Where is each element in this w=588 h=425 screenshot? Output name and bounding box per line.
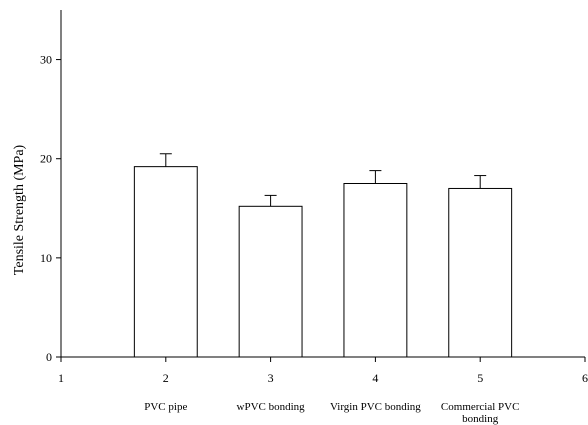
x-tick-label: 6: [582, 371, 588, 385]
y-tick-label: 0: [46, 350, 52, 364]
category-label: wPVC bonding: [237, 401, 306, 413]
bar: [238, 205, 303, 358]
x-tick-label: 4: [372, 371, 378, 385]
y-tick-label: 20: [40, 152, 52, 166]
x-axis-ticks: 1 2 3 4 5 6: [58, 357, 588, 385]
y-tick-label: 30: [40, 53, 52, 67]
category-labels: PVC pipe wPVC bonding Virgin PVC bonding Co…: [144, 401, 519, 425]
category-label: Commercial PVC: [441, 401, 520, 413]
y-tick-label: 10: [40, 251, 52, 265]
plot-area: 0 10 20 30 1 2 3 4 5 6 PVC pipe wPVC bonding Virgi…: [40, 10, 588, 425]
error-bars: [159, 153, 487, 207]
category-label: Virgin PVC bonding: [330, 401, 421, 413]
bar: [343, 183, 408, 358]
category-label: PVC pipe: [144, 401, 187, 413]
y-axis-ticks: 0 10 20 30: [40, 53, 61, 364]
bar: [133, 166, 198, 358]
bars: [133, 166, 513, 358]
x-tick-label: 2: [163, 371, 169, 385]
category-label: bonding: [462, 413, 499, 425]
x-tick-label: 3: [268, 371, 274, 385]
y-axis-title: Tensile Strength (MPa): [12, 144, 27, 275]
x-tick-label: 1: [58, 371, 64, 385]
x-tick-label: 5: [477, 371, 483, 385]
bar: [448, 187, 513, 358]
